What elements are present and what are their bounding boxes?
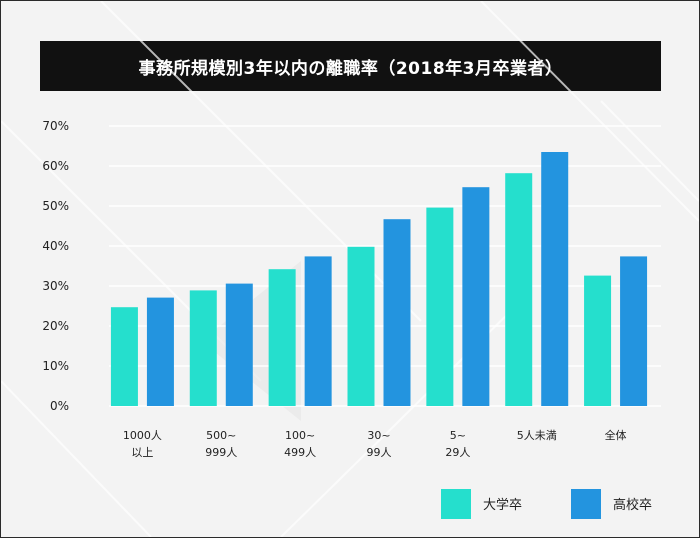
y-tick-label: 0% xyxy=(50,399,69,413)
bar-koukou xyxy=(304,256,332,406)
bar-koukou xyxy=(462,187,490,406)
y-tick-label: 50% xyxy=(42,199,69,213)
y-tick-label: 60% xyxy=(42,159,69,173)
y-tick-label: 20% xyxy=(42,319,69,333)
x-tick-label: 5人未満 xyxy=(517,429,557,442)
bar-koukou xyxy=(383,219,411,406)
legend-label: 大学卒 xyxy=(483,497,522,513)
x-tick-label: 1000人 xyxy=(123,429,162,442)
bar-daigaku xyxy=(347,246,375,406)
bar-koukou xyxy=(620,256,648,406)
y-tick-label: 40% xyxy=(42,239,69,253)
bar-daigaku xyxy=(189,290,217,406)
bar-koukou xyxy=(146,297,174,406)
legend-swatch xyxy=(441,489,471,519)
bar-daigaku xyxy=(584,275,612,406)
bar-daigaku xyxy=(268,269,296,406)
bar-daigaku xyxy=(110,307,138,406)
x-tick-label: 99人 xyxy=(367,446,392,459)
title-bar: 事務所規模別3年以内の離職率（2018年3月卒業者） xyxy=(40,41,661,91)
x-tick-label: 以上 xyxy=(131,446,153,459)
legend-swatch xyxy=(571,489,601,519)
y-tick-label: 30% xyxy=(42,279,69,293)
x-tick-label: 100~ xyxy=(285,429,315,442)
bar-daigaku xyxy=(426,207,454,406)
bar-koukou xyxy=(225,283,253,406)
y-tick-label: 70% xyxy=(42,119,69,133)
x-tick-label: 全体 xyxy=(605,428,627,442)
chart-title: 事務所規模別3年以内の離職率（2018年3月卒業者） xyxy=(138,58,563,79)
x-tick-label: 5~ xyxy=(450,429,466,442)
x-tick-label: 499人 xyxy=(284,446,316,459)
bar-daigaku xyxy=(505,173,533,406)
x-tick-label: 999人 xyxy=(205,446,237,459)
x-tick-label: 500~ xyxy=(206,429,236,442)
bar-koukou xyxy=(541,152,569,406)
x-tick-label: 30~ xyxy=(367,429,390,442)
x-tick-label: 29人 xyxy=(445,446,470,459)
legend-label: 高校卒 xyxy=(613,497,652,513)
y-tick-label: 10% xyxy=(42,359,69,373)
